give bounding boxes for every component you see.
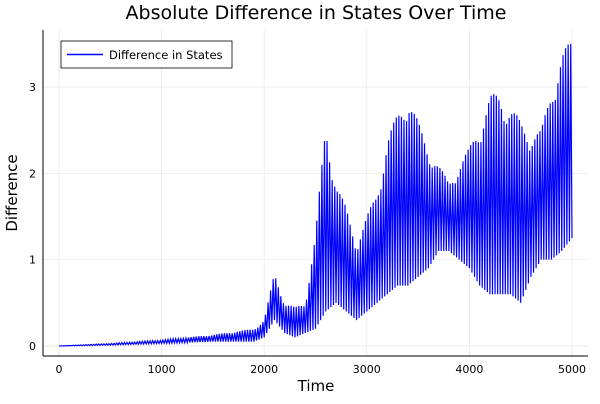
x-tick-label: 2000 <box>250 363 278 376</box>
y-tick-label: 2 <box>29 167 36 180</box>
x-tick-label: 0 <box>56 363 63 376</box>
chart-title: Absolute Difference in States Over Time <box>126 2 507 24</box>
x-axis-label: Time <box>297 377 335 395</box>
y-tick-label: 1 <box>29 254 36 267</box>
y-tick-label: 3 <box>29 81 36 94</box>
x-tick-label: 3000 <box>353 363 381 376</box>
legend: Difference in States <box>60 40 233 69</box>
x-tick-label: 5000 <box>558 363 586 376</box>
x-tick-label: 1000 <box>148 363 176 376</box>
tick-labels: 0 1000 2000 3000 4000 5000 0 1 2 3 <box>29 81 586 376</box>
y-tick-label: 0 <box>29 340 36 353</box>
y-axis-label: Difference <box>3 154 21 231</box>
legend-label: Difference in States <box>109 48 223 62</box>
series-line-difference-in-states <box>58 43 573 347</box>
x-tick-label: 4000 <box>455 363 483 376</box>
